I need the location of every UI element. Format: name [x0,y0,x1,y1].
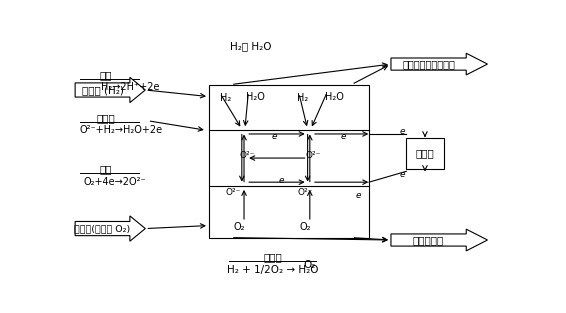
Text: e: e [399,127,405,136]
Text: e: e [355,191,361,200]
Text: O²⁻: O²⁻ [306,151,321,160]
Text: H₂: H₂ [297,93,308,103]
Text: e: e [399,171,405,179]
Text: H₂: H₂ [220,93,231,103]
Text: 燃料气 (H₂): 燃料气 (H₂) [82,85,123,95]
Text: H₂O: H₂O [246,92,265,102]
Text: O₂: O₂ [303,260,316,270]
Text: O₂: O₂ [234,222,246,232]
Text: O²⁻: O²⁻ [225,188,241,197]
Text: H₂→2H⁺+2e: H₂→2H⁺+2e [101,82,160,92]
Text: 阳极: 阳极 [100,70,112,80]
Text: O₂+4e→2O²⁻: O₂+4e→2O²⁻ [84,177,147,187]
Text: e: e [278,176,284,185]
Text: 剩余燃料气（入炉）: 剩余燃料气（入炉） [402,59,455,69]
Text: O²⁻+H₂→H₂O+2e: O²⁻+H₂→H₂O+2e [79,125,162,135]
Bar [406,138,444,169]
Text: 阴极: 阴极 [100,164,112,174]
Text: H₂ + 1/2O₂ → H₂O: H₂ + 1/2O₂ → H₂O [227,265,318,275]
Text: e: e [341,132,346,141]
Text: O₂: O₂ [299,222,311,232]
Polygon shape [75,216,145,241]
Text: 阴极排放气: 阴极排放气 [413,235,444,245]
Text: 总反应: 总反应 [263,252,282,262]
Text: 氧化气(空气或 O₂): 氧化气(空气或 O₂) [74,224,131,233]
Polygon shape [75,77,145,103]
Text: 接触面: 接触面 [96,113,115,123]
Text: H₂， H₂O: H₂， H₂O [230,41,271,51]
Text: O²⁻: O²⁻ [298,188,313,197]
Text: 外电路: 外电路 [415,148,434,158]
Text: O²⁻: O²⁻ [240,151,255,160]
Polygon shape [391,229,487,251]
Polygon shape [391,53,487,75]
Text: e: e [272,132,277,141]
Text: H₂O: H₂O [325,92,344,102]
Bar [209,85,369,238]
